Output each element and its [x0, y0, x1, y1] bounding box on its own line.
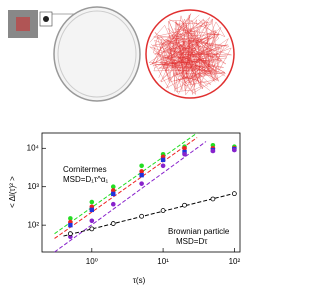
data-point [160, 157, 166, 163]
y-tick-label: 10³ [27, 182, 39, 191]
fit-line [54, 141, 207, 253]
trajectory [153, 28, 208, 87]
plot-frame [41, 132, 241, 253]
data-point [232, 147, 237, 153]
data-point [182, 202, 187, 208]
trajectory [159, 18, 219, 83]
photo-highlight [16, 17, 30, 31]
data-point [139, 181, 144, 186]
annotation: Brownian particle [168, 227, 230, 236]
trajectory [160, 39, 232, 87]
trajectory [154, 19, 220, 81]
data-point [111, 191, 116, 197]
x-axis-label: τ(s) [133, 276, 146, 285]
trajectory [168, 21, 203, 95]
data-point [110, 184, 116, 190]
data-point [160, 208, 166, 213]
annotation: Cornitermes [63, 165, 107, 174]
data-point [182, 145, 187, 151]
data-point [89, 218, 95, 224]
trajectory [152, 18, 214, 94]
termite [43, 16, 49, 22]
arena [53, 6, 141, 102]
data-point [139, 172, 144, 178]
data-point [139, 163, 144, 169]
x-tick-label: 10¹ [157, 257, 169, 266]
data-point [210, 196, 216, 202]
data-point [139, 213, 145, 219]
y-axis-label: < Δl(τ)² > [8, 176, 17, 208]
trajectory [160, 32, 217, 90]
data-point [89, 199, 95, 205]
photo-panel [8, 6, 235, 102]
fit-line [54, 132, 198, 235]
trajectory [158, 18, 232, 78]
data-point [68, 216, 73, 221]
data-point [139, 169, 144, 174]
data-point [182, 151, 187, 157]
data-point [89, 226, 95, 232]
arena-inner [57, 10, 137, 98]
annotation: MSD=Dτ [176, 237, 208, 246]
data-point [110, 188, 116, 193]
data-point [110, 221, 116, 226]
annotation: MSD=D₁τ^α₁ [63, 175, 108, 184]
trajectories [148, 13, 232, 96]
trajectory [153, 30, 230, 72]
figure: τ(s) < Δl(τ)² > Cornitermes MSD=D₁τ^α₁ B… [8, 6, 241, 285]
data-point [67, 231, 73, 237]
trajectory [152, 13, 210, 83]
fit-line [54, 137, 198, 239]
x-tick-label: 10² [229, 257, 241, 266]
data-point [231, 191, 237, 197]
y-tick-label: 10² [27, 220, 39, 229]
x-tick-label: 10⁰ [86, 257, 98, 266]
trajectory [162, 37, 201, 84]
plot: τ(s) < Δl(τ)² > Cornitermes MSD=D₁τ^α₁ B… [8, 132, 241, 285]
data-point [68, 222, 73, 228]
data-point [210, 148, 216, 154]
trajectory [157, 15, 220, 90]
data-point [160, 163, 166, 169]
trajectory [154, 19, 227, 84]
y-tick-label: 10⁴ [27, 143, 40, 152]
data-point [110, 201, 116, 207]
data-point [89, 207, 95, 213]
